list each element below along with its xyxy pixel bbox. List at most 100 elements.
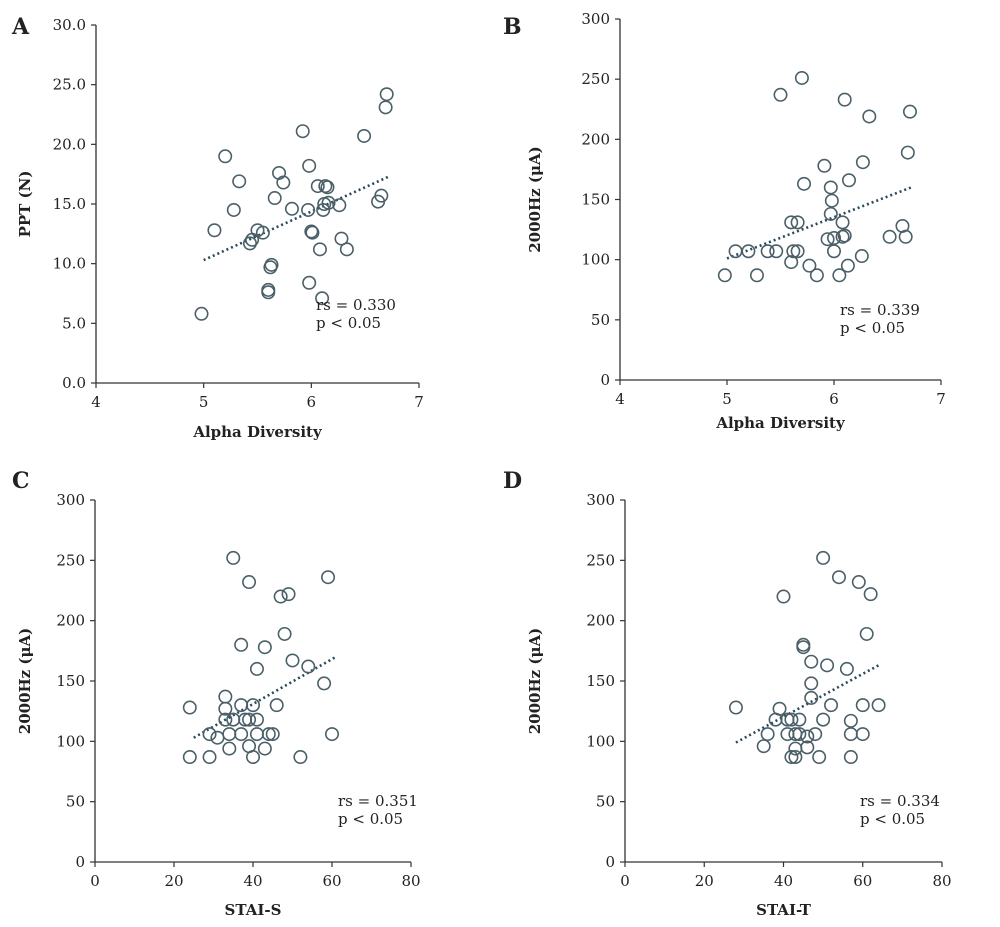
data-point: [207, 223, 222, 238]
data-point: [234, 637, 249, 652]
y-tick-label: 50: [596, 793, 615, 811]
y-tick-label: 0: [600, 371, 610, 389]
data-point: [257, 741, 272, 756]
y-tick-label: 50: [591, 311, 610, 329]
data-point: [315, 291, 330, 306]
data-point: [717, 268, 732, 283]
data-point: [321, 195, 336, 210]
data-point: [222, 741, 237, 756]
data-point: [242, 712, 257, 727]
trend-line: [203, 175, 390, 262]
data-point: [222, 727, 237, 742]
p-value-label: p < 0.05: [860, 810, 925, 828]
data-point: [784, 712, 799, 727]
data-point: [281, 587, 296, 602]
data-point: [792, 727, 807, 742]
x-tick-label: 80: [401, 872, 420, 890]
data-point: [841, 173, 856, 188]
p-value-label: p < 0.05: [338, 810, 403, 828]
data-point: [794, 70, 809, 85]
data-point: [302, 158, 317, 173]
data-point: [790, 215, 805, 230]
x-tick-label: 0: [620, 872, 630, 890]
y-tick-label: 150: [56, 672, 85, 690]
data-point: [284, 201, 299, 216]
data-point: [218, 689, 233, 704]
data-point: [843, 750, 858, 765]
data-point: [786, 244, 801, 259]
correlation-label: rs = 0.339: [840, 301, 920, 319]
data-point: [332, 198, 347, 213]
data-point: [255, 225, 270, 240]
y-tick-label: 0: [75, 853, 85, 871]
data-point: [837, 92, 852, 107]
x-tick-label: 20: [164, 872, 183, 890]
data-point: [339, 242, 354, 257]
data-point: [831, 570, 846, 585]
y-tick-label: 300: [581, 10, 610, 28]
data-point: [855, 698, 870, 713]
data-point: [378, 100, 393, 115]
data-point: [261, 285, 276, 300]
data-point: [226, 202, 241, 217]
data-point: [301, 202, 316, 217]
data-point: [728, 244, 743, 259]
x-tick-label: 60: [853, 872, 872, 890]
data-point: [202, 727, 217, 742]
data-point: [816, 550, 831, 565]
data-point: [374, 188, 389, 203]
x-axis-title: STAI-S: [225, 901, 282, 919]
x-tick-label: 5: [199, 393, 209, 411]
data-point: [302, 275, 317, 290]
data-point: [776, 589, 791, 604]
data-point: [246, 698, 261, 713]
data-point: [772, 701, 787, 716]
data-point: [773, 87, 788, 102]
data-point: [851, 575, 866, 590]
data-point: [261, 727, 276, 742]
data-point: [797, 176, 812, 191]
y-tick-label: 300: [586, 491, 615, 509]
panel-letter: C: [12, 468, 30, 494]
data-point: [823, 206, 838, 221]
panel-letter: B: [503, 14, 522, 40]
panel-c: C 0 50 100 150 200 250 300 0 20 40 60 80 STAI-S 2000Hz…: [12, 468, 421, 919]
data-point: [817, 158, 832, 173]
data-point: [855, 155, 870, 170]
data-point: [741, 244, 756, 259]
data-point: [784, 750, 799, 765]
data-point: [900, 145, 915, 160]
y-tick-label: 250: [581, 70, 610, 88]
x-tick-label: 60: [322, 872, 341, 890]
data-point: [202, 750, 217, 765]
data-point: [809, 268, 824, 283]
data-point: [862, 109, 877, 124]
trend-line: [735, 664, 880, 744]
x-tick-label: 20: [695, 872, 714, 890]
data-point: [749, 268, 764, 283]
p-value-label: p < 0.05: [840, 319, 905, 337]
y-axis-title: 2000Hz (μA): [526, 628, 544, 734]
data-point: [826, 231, 841, 246]
x-axis-title: Alpha Diversity: [715, 414, 846, 432]
data-point: [859, 626, 874, 641]
x-tick-label: 4: [91, 393, 101, 411]
data-point: [760, 727, 775, 742]
y-tick-label: 100: [581, 251, 610, 269]
data-point: [246, 750, 261, 765]
data-point: [321, 570, 336, 585]
x-tick-label: 40: [774, 872, 793, 890]
data-point: [804, 676, 819, 691]
data-point: [796, 637, 811, 652]
data-point: [816, 712, 831, 727]
data-point: [882, 229, 897, 244]
data-point: [218, 149, 233, 164]
data-point: [840, 258, 855, 273]
data-point: [854, 249, 869, 264]
y-tick-label: 100: [56, 732, 85, 750]
y-tick-label: 200: [56, 612, 85, 630]
data-point: [756, 739, 771, 754]
data-point: [226, 550, 241, 565]
data-point: [804, 654, 819, 669]
y-tick-label: 10.0: [53, 255, 86, 273]
